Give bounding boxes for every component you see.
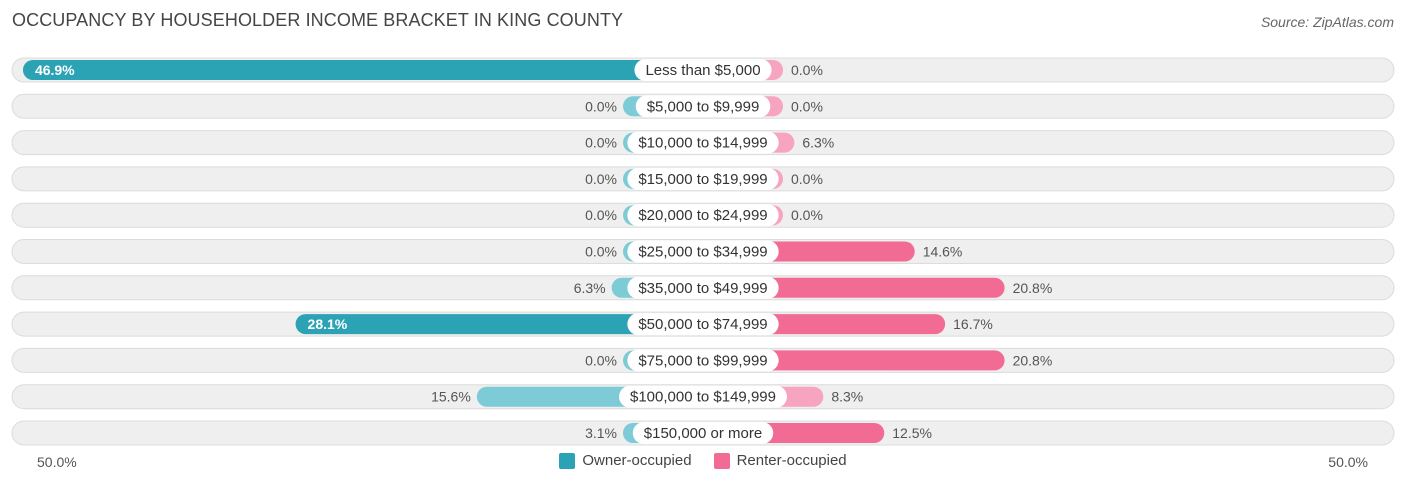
category-pill [627,131,779,154]
category-label: $5,000 to $9,999 [647,98,760,115]
owner-bar [22,60,703,80]
renter-value-label: 0.0% [791,98,823,114]
renter-value-label: 16.7% [953,316,993,332]
category-label: $35,000 to $49,999 [638,280,767,297]
source-credit: Source: ZipAtlas.com [1260,14,1394,30]
axis-right-label: 50.0% [1328,454,1368,470]
category-label: $50,000 to $74,999 [638,316,767,333]
legend-item-owner[interactable]: Owner-occupied [559,452,692,469]
chart-title: OCCUPANCY BY HOUSEHOLDER INCOME BRACKET … [12,10,624,30]
category-label: $100,000 to $149,999 [630,389,776,406]
category-label: $10,000 to $14,999 [638,135,767,152]
owner-value-label: 0.0% [585,171,617,187]
renter-value-label: 20.8% [1013,352,1053,368]
owner-value-label: 0.0% [585,244,617,260]
category-pill [627,240,779,263]
category-pill [619,385,787,408]
owner-value-label: 46.9% [35,62,75,78]
category-label: $150,000 or more [644,425,762,442]
owner-value-label: 6.3% [574,280,606,296]
category-pill [627,276,779,299]
renter-swatch-icon [713,452,730,469]
owner-value-label: 0.0% [585,135,617,151]
renter-value-label: 0.0% [791,171,823,187]
category-pill [632,422,774,444]
legend: Owner-occupied Renter-occupied [0,452,1406,469]
category-label: $25,000 to $34,999 [638,244,767,261]
renter-bar [703,350,1005,371]
category-label: $20,000 to $24,999 [638,207,767,224]
legend-owner-label: Owner-occupied [582,452,692,469]
category-pill [635,95,771,118]
category-label: $15,000 to $19,999 [638,171,767,188]
owner-bar [295,314,703,335]
category-pill [627,204,779,227]
category-label: Less than $5,000 [645,62,760,79]
legend-renter-label: Renter-occupied [736,452,847,469]
renter-value-label: 6.3% [802,135,834,151]
owner-value-label: 0.0% [585,352,617,368]
category-pill [634,59,772,81]
category-pill [627,313,779,336]
owner-value-label: 15.6% [431,389,471,405]
owner-value-label: 0.0% [585,207,617,223]
renter-bar [703,277,1005,298]
renter-value-label: 8.3% [831,389,863,405]
renter-value-label: 20.8% [1013,280,1053,296]
category-label: $75,000 to $99,999 [638,352,767,369]
renter-value-label: 0.0% [791,207,823,223]
category-pill [627,349,779,372]
owner-value-label: 0.0% [585,98,617,114]
owner-swatch-icon [559,452,576,469]
renter-value-label: 14.6% [923,244,963,260]
owner-value-label: 28.1% [308,316,348,332]
legend-item-renter[interactable]: Renter-occupied [713,452,847,469]
renter-value-label: 12.5% [892,425,932,441]
owner-value-label: 3.1% [585,425,617,441]
category-pill [627,167,779,190]
axis-left-label: 50.0% [37,454,77,470]
renter-value-label: 0.0% [791,62,823,78]
